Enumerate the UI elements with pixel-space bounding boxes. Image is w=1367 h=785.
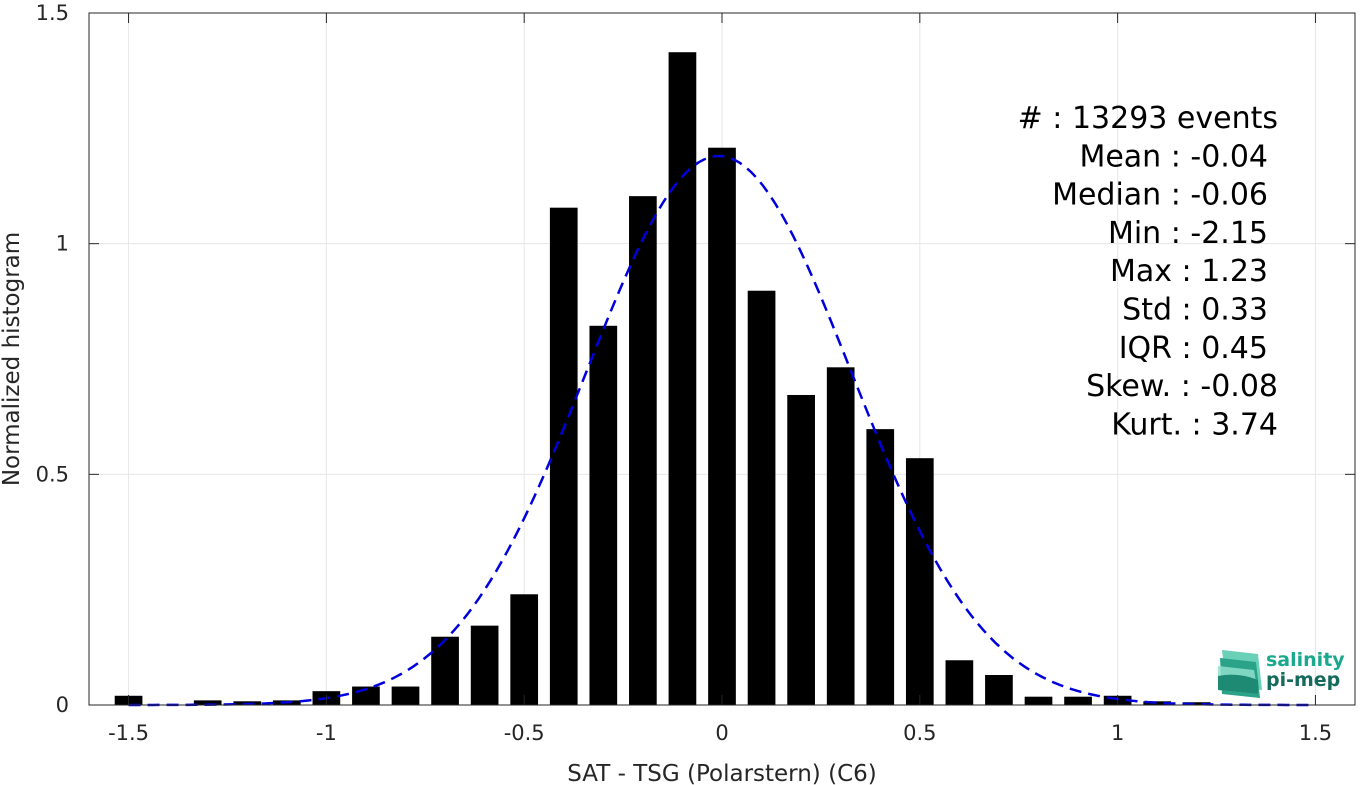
x-tick-label: -0.5 xyxy=(504,721,545,745)
logo-line2: pi-mep xyxy=(1266,669,1340,691)
x-tick-label: -1.5 xyxy=(108,721,149,745)
histogram-bar xyxy=(826,367,855,705)
y-tick-label: 0 xyxy=(56,693,69,717)
histogram-bar xyxy=(391,686,420,705)
x-tick-label: 1.5 xyxy=(1299,721,1332,745)
x-tick-label: -1 xyxy=(316,721,337,745)
y-tick-label: 1.5 xyxy=(36,1,69,25)
x-tick-label: 1 xyxy=(1111,721,1124,745)
histogram-bar xyxy=(866,429,895,705)
stat-line: Mean : -0.04 xyxy=(1079,139,1268,174)
y-tick-label: 0.5 xyxy=(36,462,69,486)
histogram-bar xyxy=(708,147,736,705)
histogram-bar xyxy=(1064,696,1092,705)
histogram-bar xyxy=(431,636,459,705)
histogram-bar xyxy=(510,594,539,705)
stat-line: # : 13293 events xyxy=(1018,101,1278,136)
histogram-bars xyxy=(114,52,1211,706)
y-tick-label: 1 xyxy=(56,232,69,256)
stat-line: Median : -0.06 xyxy=(1052,178,1268,213)
histogram-bar xyxy=(905,458,934,705)
histogram-bar xyxy=(747,290,776,705)
histogram-bar xyxy=(1182,702,1211,705)
stat-line: IQR : 0.45 xyxy=(1119,331,1268,366)
axis-ticks: -1.5 -1 -0.5 0 0.5 1 1.5 0 0.5 1 1.5 xyxy=(36,1,1355,745)
histogram-bar xyxy=(1143,701,1172,705)
histogram-bar xyxy=(945,660,974,705)
stat-line: Kurt. : 3.74 xyxy=(1111,407,1278,442)
histogram-bar xyxy=(985,675,1013,705)
x-axis-label: SAT - TSG (Polarstern) (C6) xyxy=(567,761,876,785)
stat-line: Std : 0.33 xyxy=(1122,293,1268,328)
stat-line: Skew. : -0.08 xyxy=(1086,369,1278,404)
logo-line1: salinity xyxy=(1266,649,1345,671)
x-tick-label: 0.5 xyxy=(903,721,936,745)
histogram-bar xyxy=(470,625,499,705)
stat-line: Max : 1.23 xyxy=(1110,254,1268,289)
histogram-bar xyxy=(668,52,697,706)
salinity-pi-mep-logo: salinity pi-mep xyxy=(1218,649,1345,698)
stat-line: Min : -2.15 xyxy=(1108,216,1268,251)
histogram-bar xyxy=(1024,696,1053,705)
histogram-bar xyxy=(787,394,815,705)
histogram-bar xyxy=(589,325,618,705)
logo-icon xyxy=(1218,650,1262,698)
histogram-bar xyxy=(193,700,222,705)
histogram-bar xyxy=(549,207,578,705)
histogram-bar xyxy=(629,196,657,705)
y-axis-label: Normalized histogram xyxy=(0,232,25,486)
x-tick-label: 0 xyxy=(715,721,728,745)
